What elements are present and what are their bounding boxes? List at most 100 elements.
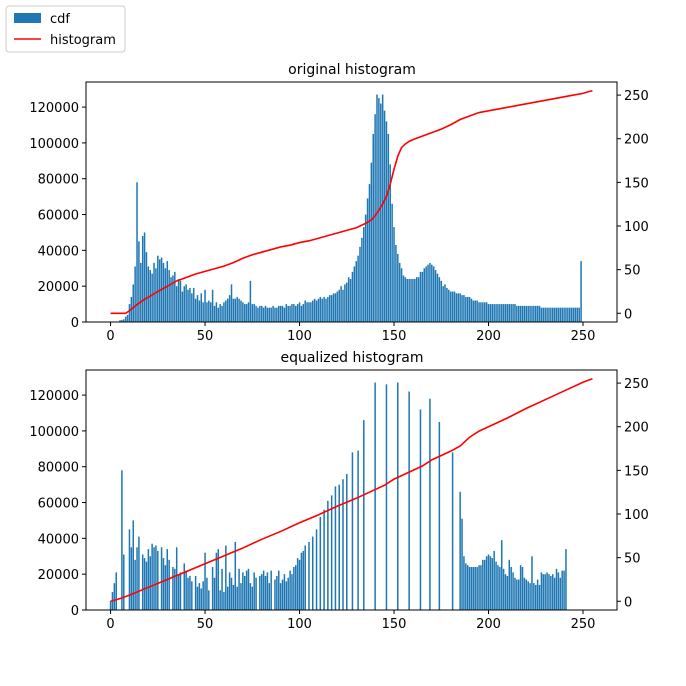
bar xyxy=(209,302,212,322)
bar xyxy=(194,298,197,322)
bar xyxy=(491,304,494,322)
bar xyxy=(321,298,323,322)
bar xyxy=(245,570,248,610)
bar xyxy=(548,307,550,322)
bar xyxy=(172,275,174,322)
bar xyxy=(121,319,123,322)
bar xyxy=(230,284,233,322)
bar xyxy=(157,550,159,610)
bar xyxy=(563,570,565,610)
bar xyxy=(332,293,335,322)
bar xyxy=(561,570,563,610)
bar xyxy=(342,289,344,322)
bar xyxy=(576,307,579,322)
bar xyxy=(565,549,567,610)
bar xyxy=(359,246,361,322)
y-tick-label: 20000 xyxy=(38,280,79,295)
bar xyxy=(338,484,340,610)
y2-tick-label: 250 xyxy=(624,89,649,104)
bar xyxy=(431,264,433,322)
bar xyxy=(202,302,204,322)
x-tick-label: 150 xyxy=(382,329,407,344)
bar xyxy=(500,540,503,610)
bar xyxy=(459,293,461,322)
axes-frame xyxy=(85,81,618,323)
bar xyxy=(567,307,569,322)
bar xyxy=(347,277,350,322)
bar xyxy=(398,262,401,322)
y2-tick-label: 250 xyxy=(624,377,649,392)
bar xyxy=(121,470,123,610)
bar xyxy=(517,305,520,322)
bar xyxy=(308,302,310,322)
bar xyxy=(185,570,187,610)
bar xyxy=(179,280,182,322)
bar xyxy=(504,304,507,322)
y-tick-label: 60000 xyxy=(38,209,79,224)
bar xyxy=(402,275,405,322)
bar xyxy=(259,305,261,322)
bar xyxy=(138,536,140,610)
bar xyxy=(143,232,146,322)
bar xyxy=(262,307,265,322)
bar xyxy=(553,307,556,322)
bar xyxy=(317,298,320,322)
bar xyxy=(438,421,441,610)
bar xyxy=(534,305,537,322)
bar xyxy=(429,262,431,322)
bar xyxy=(544,574,546,610)
bar xyxy=(546,572,548,610)
bar xyxy=(319,296,322,322)
bar xyxy=(400,268,403,322)
bar xyxy=(204,552,206,610)
bar xyxy=(330,295,333,322)
bar xyxy=(191,581,193,610)
bar xyxy=(529,583,531,610)
bar xyxy=(455,293,458,322)
bar xyxy=(519,565,522,610)
bar xyxy=(395,244,397,322)
bar xyxy=(334,486,337,610)
bar xyxy=(312,536,314,610)
bar xyxy=(236,586,238,610)
bar xyxy=(323,509,325,610)
bar xyxy=(160,547,163,610)
bar xyxy=(128,529,131,610)
y-tick-label: 40000 xyxy=(38,244,79,259)
bar xyxy=(268,583,271,610)
bar xyxy=(330,495,333,610)
bar xyxy=(147,266,150,322)
bar xyxy=(189,575,191,610)
bar xyxy=(353,266,356,322)
bar xyxy=(580,261,582,322)
bar xyxy=(168,270,170,322)
bar xyxy=(534,584,537,610)
y-tick-label: 120000 xyxy=(29,101,79,116)
bar xyxy=(389,164,391,322)
bar xyxy=(136,547,138,610)
bar xyxy=(124,316,127,322)
y2-tick-label: 150 xyxy=(624,176,649,191)
bar xyxy=(219,590,221,610)
y-tick-label: 20000 xyxy=(38,568,79,583)
bar xyxy=(243,304,246,322)
bar xyxy=(200,293,203,322)
y2-tick-label: 200 xyxy=(624,421,649,436)
bar xyxy=(313,298,316,322)
bar xyxy=(281,579,284,610)
bar xyxy=(478,565,480,610)
bar xyxy=(446,287,448,322)
y2-tick-label: 150 xyxy=(624,464,649,479)
bar xyxy=(249,280,252,322)
bar xyxy=(291,574,293,610)
bar xyxy=(272,305,274,322)
bar xyxy=(132,284,134,322)
bar xyxy=(468,567,471,610)
bar xyxy=(143,558,146,610)
bar xyxy=(206,302,208,322)
bar xyxy=(306,302,308,322)
bar xyxy=(262,570,265,610)
y2-tick-label: 50 xyxy=(624,264,641,279)
bar xyxy=(274,579,276,610)
